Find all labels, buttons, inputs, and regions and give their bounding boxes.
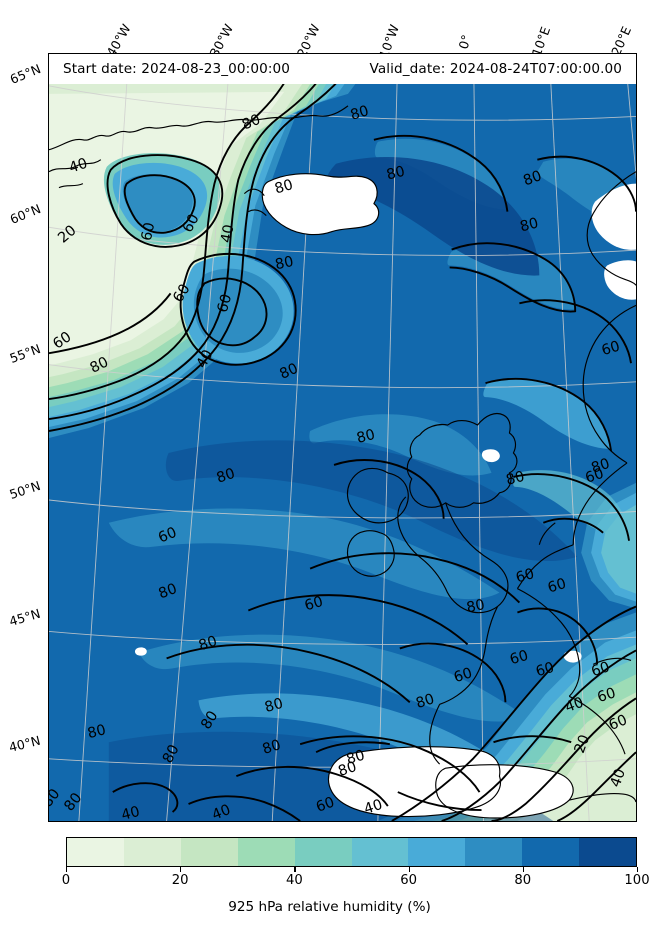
svg-text:80: 80: [215, 466, 237, 487]
colorbar-band-1: [123, 838, 181, 866]
svg-text:60: 60: [607, 712, 630, 734]
lat-tick-2: 55°N: [7, 340, 43, 366]
svg-text:80: 80: [240, 112, 263, 134]
svg-text:60: 60: [156, 525, 179, 547]
svg-text:60: 60: [452, 665, 474, 686]
colorbar-ticklabel-3: 60: [400, 873, 417, 888]
svg-text:80: 80: [277, 361, 300, 383]
colorbar-band-9: [579, 838, 637, 866]
lat-tick-3: 50°N: [7, 477, 43, 502]
svg-text:80: 80: [263, 696, 285, 716]
svg-text:80: 80: [273, 177, 295, 197]
colorbar-tickmark-0: [66, 867, 68, 872]
valid-date-label: Valid_date: 2024-08-24T07:00:00.00: [369, 61, 622, 77]
svg-text:60: 60: [215, 292, 235, 314]
svg-text:80: 80: [518, 215, 540, 235]
contour-labels: 40 60 20 60 60 40 60 40 80 80 80 80 80 8…: [49, 103, 630, 821]
svg-text:60: 60: [508, 648, 530, 668]
colorbar-band-3: [237, 838, 295, 866]
colorbar-band-4: [294, 838, 352, 866]
colorbar-band-5: [351, 838, 409, 866]
coastlines: [49, 105, 636, 819]
colorbar-ticklabel-1: 20: [171, 873, 189, 888]
svg-text:40: 40: [608, 767, 629, 790]
colorbar-ticklabel-2: 40: [286, 873, 303, 888]
svg-text:80: 80: [385, 164, 407, 184]
svg-text:40: 40: [120, 804, 142, 821]
colorbar-tickmark-2: [294, 867, 296, 872]
svg-text:80: 80: [349, 103, 371, 123]
svg-text:40: 40: [67, 156, 89, 177]
svg-text:40: 40: [194, 347, 217, 371]
svg-text:40: 40: [210, 802, 233, 821]
svg-text:60: 60: [303, 594, 325, 614]
svg-text:80: 80: [414, 691, 436, 712]
svg-text:80: 80: [589, 456, 611, 477]
svg-text:80: 80: [86, 722, 108, 742]
svg-text:80: 80: [157, 581, 180, 602]
svg-text:80: 80: [345, 748, 367, 768]
svg-text:40: 40: [219, 223, 238, 244]
colorbar-caption: 925 hPa relative humidity (%): [228, 899, 431, 915]
colorbar-band-8: [522, 838, 580, 866]
svg-text:80: 80: [355, 427, 377, 447]
masked-land-areas: [134, 173, 636, 819]
contour-lines: [49, 54, 636, 821]
lon-tick-4: 0°: [455, 32, 474, 51]
svg-text:80: 80: [197, 633, 219, 654]
svg-text:60: 60: [180, 212, 203, 236]
svg-text:40: 40: [362, 797, 384, 818]
colorbar-band-2: [180, 838, 238, 866]
svg-text:60: 60: [314, 794, 337, 815]
svg-text:80: 80: [261, 737, 283, 758]
colorbar-ticklabel-4: 80: [514, 873, 532, 888]
lat-tick-5: 40°N: [7, 732, 42, 755]
colorbar-tickmark-3: [408, 867, 410, 872]
svg-text:80: 80: [505, 469, 527, 489]
start-date-label: Start date: 2024-08-23_00:00:00: [63, 61, 291, 77]
colorbar-ticklabel-0: 0: [61, 873, 71, 888]
colorbar-tickmark-5: [637, 867, 639, 872]
colorbar-tickmark-4: [522, 867, 525, 872]
svg-text:80: 80: [521, 168, 544, 189]
svg-text:60: 60: [595, 685, 617, 706]
colorbar-ticklabel-5: 100: [624, 873, 650, 888]
svg-text:60: 60: [514, 566, 536, 586]
colorbar-tickmark-1: [180, 867, 182, 872]
colorbar-gradient: [66, 837, 637, 867]
colorbar[interactable]: [66, 837, 637, 867]
svg-text:40: 40: [563, 695, 586, 716]
svg-text:80: 80: [88, 354, 112, 376]
svg-text:20: 20: [572, 733, 593, 756]
svg-text:60: 60: [583, 466, 605, 487]
svg-text:60: 60: [534, 660, 556, 680]
map-svg: 40 60 20 60 60 40 60 40 80 80 80 80 80 8…: [49, 54, 636, 821]
colorbar-band-0: [67, 838, 124, 866]
lat-tick-1: 60°N: [7, 201, 43, 227]
svg-text:60: 60: [546, 576, 568, 596]
svg-text:80: 80: [336, 759, 358, 780]
lat-tick-0: 65°N: [7, 61, 43, 87]
lat-tick-4: 45°N: [7, 605, 43, 629]
colorbar-band-7: [465, 838, 523, 866]
svg-text:60: 60: [589, 659, 611, 680]
svg-text:60: 60: [139, 221, 158, 242]
map-header-strip: Start date: 2024-08-23_00:00:00 Valid_da…: [49, 54, 636, 84]
svg-text:80: 80: [465, 597, 486, 616]
map-panel[interactable]: 40 60 20 60 60 40 60 40 80 80 80 80 80 8…: [48, 53, 637, 822]
colorbar-band-6: [408, 838, 466, 866]
svg-text:80: 80: [160, 742, 183, 766]
svg-text:60: 60: [600, 339, 622, 359]
svg-text:80: 80: [274, 254, 295, 273]
